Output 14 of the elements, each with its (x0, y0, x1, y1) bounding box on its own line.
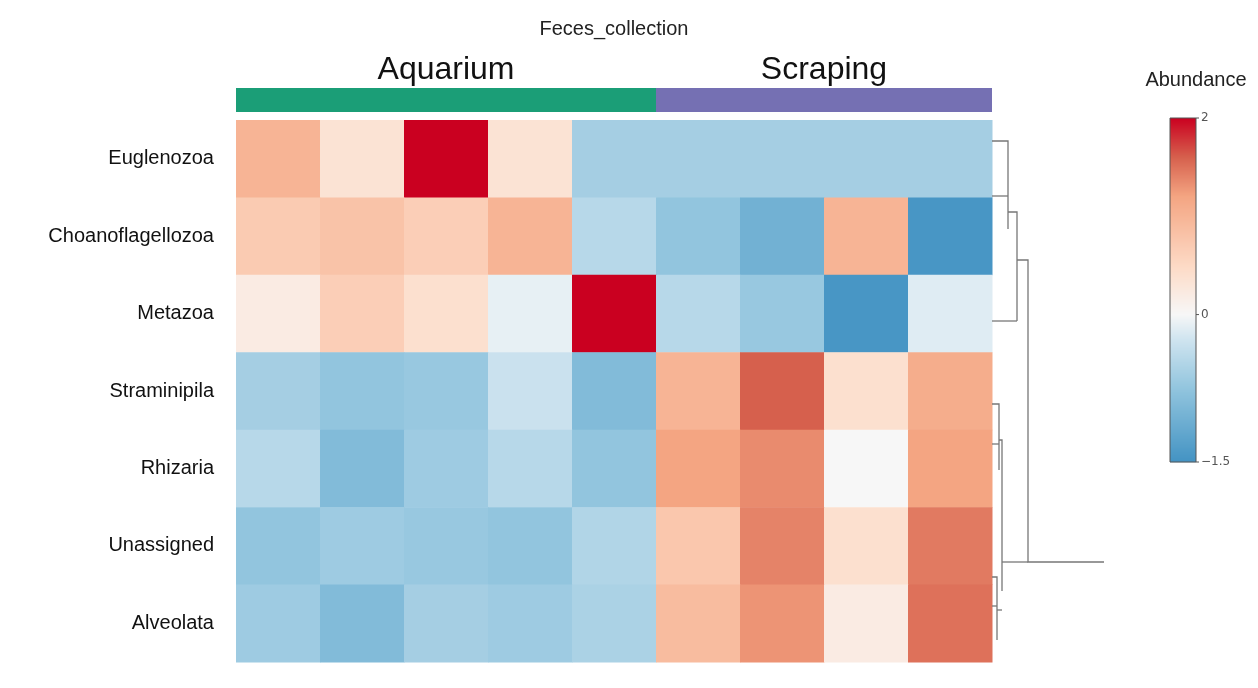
color-bar-label: −1.5 (1201, 454, 1231, 469)
color-bar-label: 2 (1201, 110, 1209, 125)
y-tick-label: Rhizaria (140, 455, 215, 478)
chart-title: Feces_collection (539, 17, 689, 40)
y-tick-label: Euglenozoa (108, 146, 215, 169)
color-bar-label: 0 (1201, 306, 1209, 321)
y-tick-label: Straminipila (109, 378, 215, 401)
text: Scraping (760, 50, 888, 86)
y-tick-label: Alveolata (131, 610, 215, 633)
text: Aquarium (377, 50, 515, 86)
y-tick-label: Choanoflagellozoa (48, 223, 215, 246)
y-tick-label: Metazoa (137, 301, 215, 324)
y-tick-label: Unassigned (108, 533, 214, 556)
color-bar-title: Abundance (1145, 68, 1247, 90)
